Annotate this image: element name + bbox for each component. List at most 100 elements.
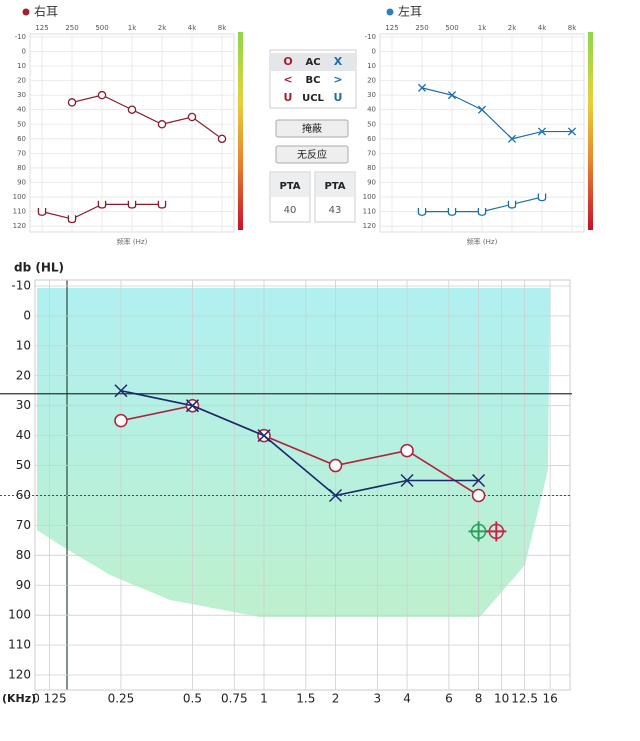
marker-x <box>447 91 457 100</box>
y-tick-label: 90 <box>16 578 31 592</box>
x-tick-label: 8k <box>218 24 227 32</box>
marker-x <box>257 429 271 443</box>
marker-u <box>67 215 77 224</box>
marker <box>185 399 200 413</box>
marker <box>472 473 486 488</box>
x-tick-label: 125 <box>385 24 398 32</box>
marker-x <box>567 127 577 136</box>
marker <box>507 134 517 143</box>
marker-circle <box>97 90 107 100</box>
marker-u <box>507 200 517 209</box>
y-tick-label: -10 <box>15 33 26 41</box>
marker-circle <box>114 413 128 428</box>
marker <box>329 488 343 503</box>
y-tick-label: 40 <box>17 106 26 114</box>
x-tick-label: 2k <box>508 24 517 32</box>
marker-x <box>400 473 414 488</box>
pta-value: 43 <box>329 205 342 216</box>
x-tick-label: 500 <box>445 24 458 32</box>
marker <box>400 473 414 488</box>
y-tick-label: 60 <box>17 135 26 143</box>
y-tick-label: 60 <box>16 488 31 502</box>
pta-label: PTA <box>279 181 300 192</box>
y-tick-label: 80 <box>17 164 26 172</box>
y-tick-label: 10 <box>17 62 26 70</box>
marker <box>157 120 167 129</box>
marker-x <box>537 127 547 136</box>
button-label[interactable]: 无反应 <box>297 148 327 161</box>
y-tick-label: 70 <box>17 149 26 157</box>
y-tick-label: 40 <box>16 428 31 442</box>
marker <box>417 83 427 92</box>
x-tick-label: 125 <box>35 24 48 32</box>
y-tick-label: 90 <box>17 179 26 187</box>
marker-cross <box>486 521 507 542</box>
marker-u <box>97 200 107 209</box>
legend-label: BC <box>306 75 321 86</box>
x-tick-label: 8k <box>568 24 577 32</box>
x-axis-label: (KHz) <box>2 692 36 705</box>
marker <box>67 98 77 107</box>
marker-u <box>447 208 457 216</box>
marker-circle <box>217 134 227 144</box>
y-tick-label: 30 <box>367 91 376 99</box>
pta-header <box>271 173 309 197</box>
y-tick-label: 80 <box>16 548 31 562</box>
marker <box>187 112 197 122</box>
chart-title: 左耳 <box>398 4 422 19</box>
y-tick-label: 100 <box>363 193 376 201</box>
x-tick-label: 1k <box>128 24 137 32</box>
color-bar <box>238 32 243 230</box>
marker <box>537 127 547 136</box>
plot-area <box>34 279 571 691</box>
marker <box>37 208 47 216</box>
button[interactable] <box>275 145 349 164</box>
y-tick-label: 50 <box>16 458 31 472</box>
x-tick-label: 250 <box>65 24 78 32</box>
marker <box>447 91 457 100</box>
x-tick-label: 4k <box>188 24 197 32</box>
marker-circle <box>157 120 167 129</box>
x-tick-label: 1 <box>260 692 268 706</box>
legend-symbol: U <box>334 91 343 104</box>
y-tick-label: 10 <box>16 338 31 352</box>
x-tick-label: 2 <box>332 692 340 706</box>
marker <box>447 208 457 216</box>
y-axis-label: db (HL) <box>14 261 64 275</box>
legend-symbol: < <box>283 73 292 86</box>
x-tick-label: 0.25 <box>108 692 135 706</box>
legend-symbol: U <box>284 91 293 104</box>
x-tick-label: 2k <box>158 24 167 32</box>
marker-cross <box>468 521 489 542</box>
marker-circle <box>471 488 486 503</box>
marker-u <box>157 200 167 209</box>
x-tick-label: 1k <box>478 24 487 32</box>
marker-x <box>477 105 487 114</box>
marker <box>537 193 547 202</box>
y-tick-label: 70 <box>16 518 31 532</box>
y-tick-label: 80 <box>367 164 376 172</box>
marker-u <box>127 200 137 209</box>
series-line <box>120 389 479 497</box>
legend-label: AC <box>305 57 320 68</box>
x-tick-label: 3 <box>374 692 382 706</box>
marker <box>217 134 227 144</box>
marker-circle <box>400 443 414 458</box>
marker <box>97 200 107 209</box>
pta-header <box>316 173 354 197</box>
marker <box>507 200 517 209</box>
button[interactable] <box>275 119 349 138</box>
y-tick-label: 120 <box>363 222 376 230</box>
x-axis-label: 频率 (Hz) <box>117 237 148 246</box>
marker <box>97 90 107 100</box>
marker <box>417 208 427 216</box>
x-tick-label: 4k <box>538 24 547 32</box>
button-label[interactable]: 掩蔽 <box>302 122 322 135</box>
y-tick-label: 110 <box>13 208 26 216</box>
marker-x <box>472 473 486 488</box>
marker-u <box>537 193 547 202</box>
y-tick-label: 110 <box>8 638 31 652</box>
marker-x <box>507 134 517 143</box>
speech-area <box>37 288 550 617</box>
marker <box>127 200 137 209</box>
